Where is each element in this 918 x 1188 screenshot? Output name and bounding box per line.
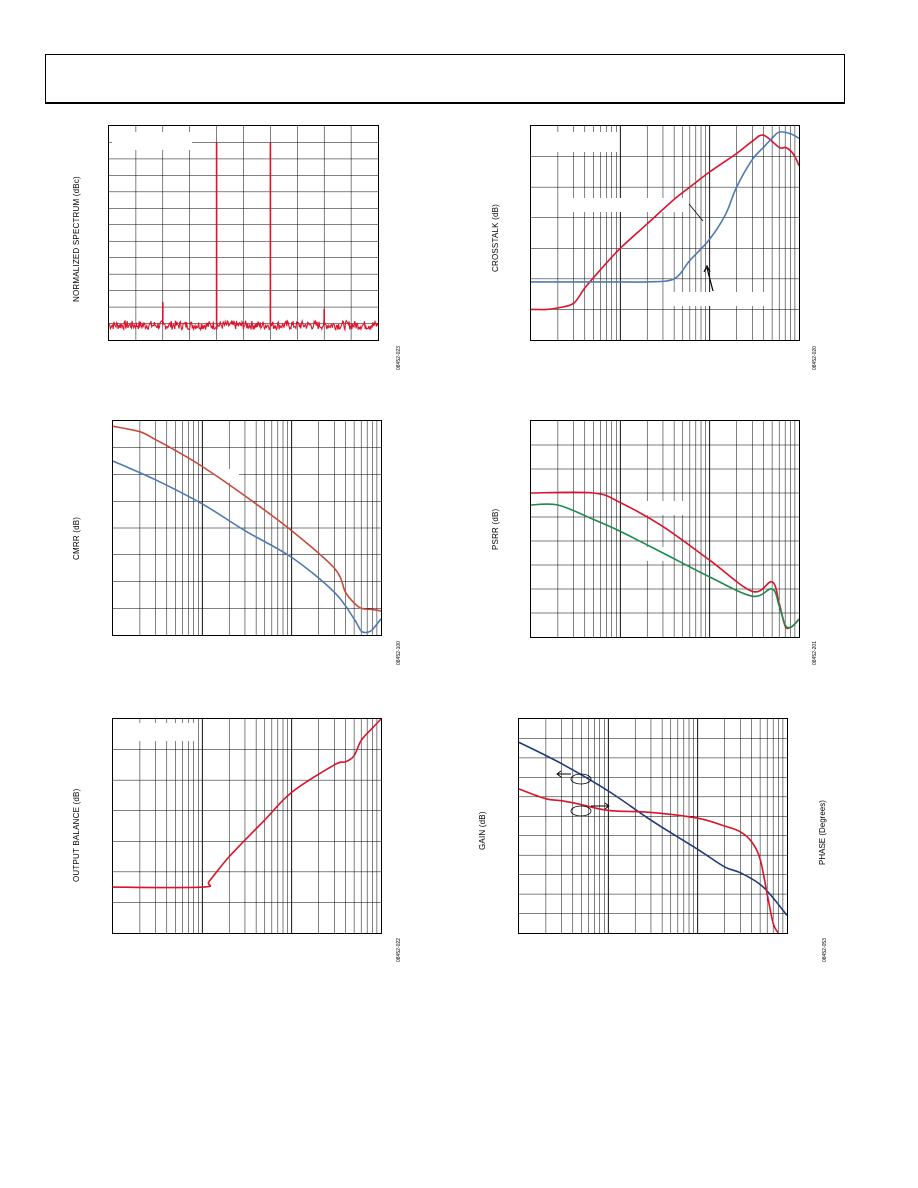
spectrum-plot: [108, 125, 379, 341]
crosstalk-label-patch-2: [671, 292, 771, 306]
psrr-figure-id: 08452-201: [812, 641, 818, 665]
crosstalk-label-patch-0: [551, 132, 617, 152]
cmrr-label-patch-0: [213, 469, 239, 483]
gain-annotation-arrow: [556, 770, 571, 778]
cmrr-series-0-line: [113, 425, 381, 612]
spectrum-series-0-noise: [109, 318, 378, 332]
cmrr-plot: [112, 420, 382, 636]
phase-annotation-loop: [570, 805, 592, 817]
balance-plot: [112, 718, 382, 934]
spectrum-figure-id: 08452-023: [396, 346, 402, 370]
balance-grid: [113, 719, 381, 933]
crosstalk-svg: [531, 126, 799, 340]
psrr-svg: [531, 421, 799, 637]
psrr-grid: [531, 421, 799, 637]
crosstalk-figure-id: 08452-020: [812, 346, 818, 370]
psrr-plot: [530, 420, 800, 638]
crosstalk-label-patch-1: [565, 198, 689, 212]
crosstalk-series-1-line: [531, 131, 799, 283]
gain-phase-plot: [518, 718, 788, 934]
crosstalk-series-0-line: [531, 134, 799, 311]
spectrum-label-patch-0: [112, 132, 192, 150]
gain_phase-svg: [519, 719, 787, 933]
phase-annotation-arrow: [591, 802, 610, 810]
crosstalk-grid: [531, 126, 799, 340]
cmrr-y-axis-label: CMRR (dB): [72, 516, 81, 560]
cmrr-svg: [113, 421, 381, 635]
cmrr-series-1-line: [113, 460, 381, 634]
crosstalk-arrow-1: [688, 203, 704, 222]
psrr-series-1-line: [531, 503, 799, 629]
crosstalk-arrow-2: [706, 267, 714, 292]
spectrum-y-axis-label: NORMALIZED SPECTRUM (dBc): [72, 176, 81, 302]
balance-y-axis-label: OUTPUT BALANCE (dB): [72, 788, 81, 882]
psrr-label-patch-1: [635, 547, 671, 561]
psrr-y-axis-label: PSRR (dB): [491, 508, 500, 550]
gain-phase-figure-id: 08452-053: [822, 938, 828, 962]
gain-annotation-loop: [570, 773, 592, 785]
gain-y-axis-label: GAIN (dB): [478, 811, 487, 850]
spectrum-svg: [109, 126, 378, 340]
crosstalk-plot: [530, 125, 800, 341]
phase-y-axis-label: PHASE (Degrees): [818, 800, 827, 865]
gain_phase-grid: [519, 719, 787, 933]
gain_phase-series-0-line: [519, 741, 787, 916]
balance-figure-id: 08452-022: [396, 938, 402, 962]
crosstalk-arrow-2-head: [703, 264, 711, 273]
crosstalk-y-axis-label: CROSSTALK (dB): [491, 204, 500, 272]
balance-series-0-line: [113, 719, 381, 889]
psrr-label-patch-0: [641, 501, 685, 515]
balance-label-patch-0: [135, 723, 197, 741]
balance-svg: [113, 719, 381, 933]
gain_phase-series-1-line: [519, 788, 780, 933]
cmrr-figure-id: 08452-100: [396, 641, 402, 665]
page-header-box: [45, 54, 845, 104]
spectrum-grid: [109, 126, 378, 340]
cmrr-grid: [113, 421, 381, 635]
